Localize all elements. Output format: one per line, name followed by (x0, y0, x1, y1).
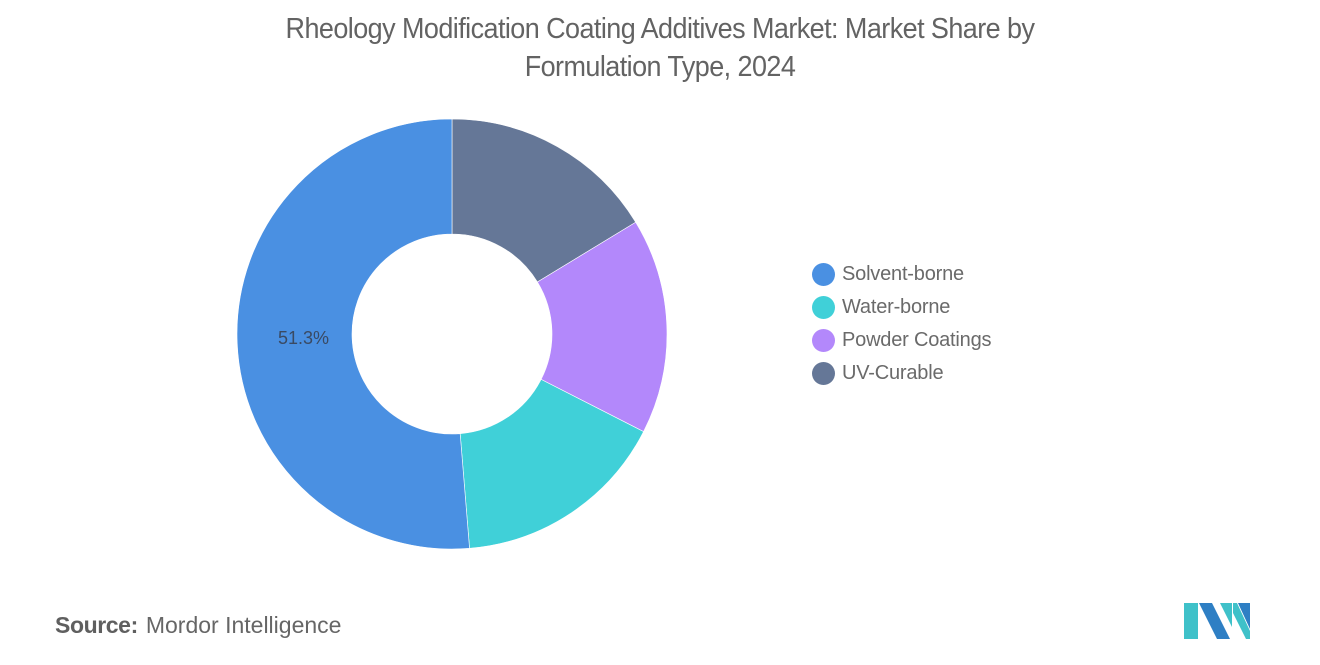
mordor-intelligence-logo-icon (1184, 603, 1250, 639)
chart-title-line-1: Rheology Modification Coating Additives … (285, 13, 1035, 45)
legend-swatch-solvent-borne (812, 263, 835, 286)
legend-item-powder-coatings: Powder Coatings (812, 324, 992, 357)
chart-title: Rheology Modification Coating Additives … (18, 10, 1301, 86)
legend-swatch-uv-curable (812, 362, 835, 385)
legend-item-solvent-borne: Solvent-borne (812, 258, 991, 291)
legend-label: Powder Coatings (842, 329, 992, 351)
donut-slice-water-borne (459, 378, 644, 549)
donut-slice-solvent-borne (236, 118, 470, 550)
legend-label: UV-Curable (842, 362, 944, 384)
legend-item-uv-curable: UV-Curable (812, 357, 991, 390)
solvent-borne-share-label: 51.3% (278, 328, 330, 348)
source-note: Source: Mordor Intelligence (55, 612, 341, 639)
legend-label: Water-borne (842, 296, 951, 318)
donut-slice-powder-coatings (537, 221, 668, 433)
chart-legend: Solvent-borne Water-borne Powder Coating… (812, 258, 992, 390)
legend-label: Solvent-borne (842, 263, 964, 285)
source-key: Source: (55, 612, 138, 638)
chart-title-line-2: Formulation Type, 2024 (524, 51, 796, 83)
source-value: Mordor Intelligence (145, 612, 342, 638)
legend-swatch-water-borne (812, 296, 835, 319)
donut-slice-uv-curable (451, 118, 637, 283)
legend-item-water-borne: Water-borne (812, 291, 991, 324)
legend-swatch-powder-coatings (812, 329, 835, 352)
